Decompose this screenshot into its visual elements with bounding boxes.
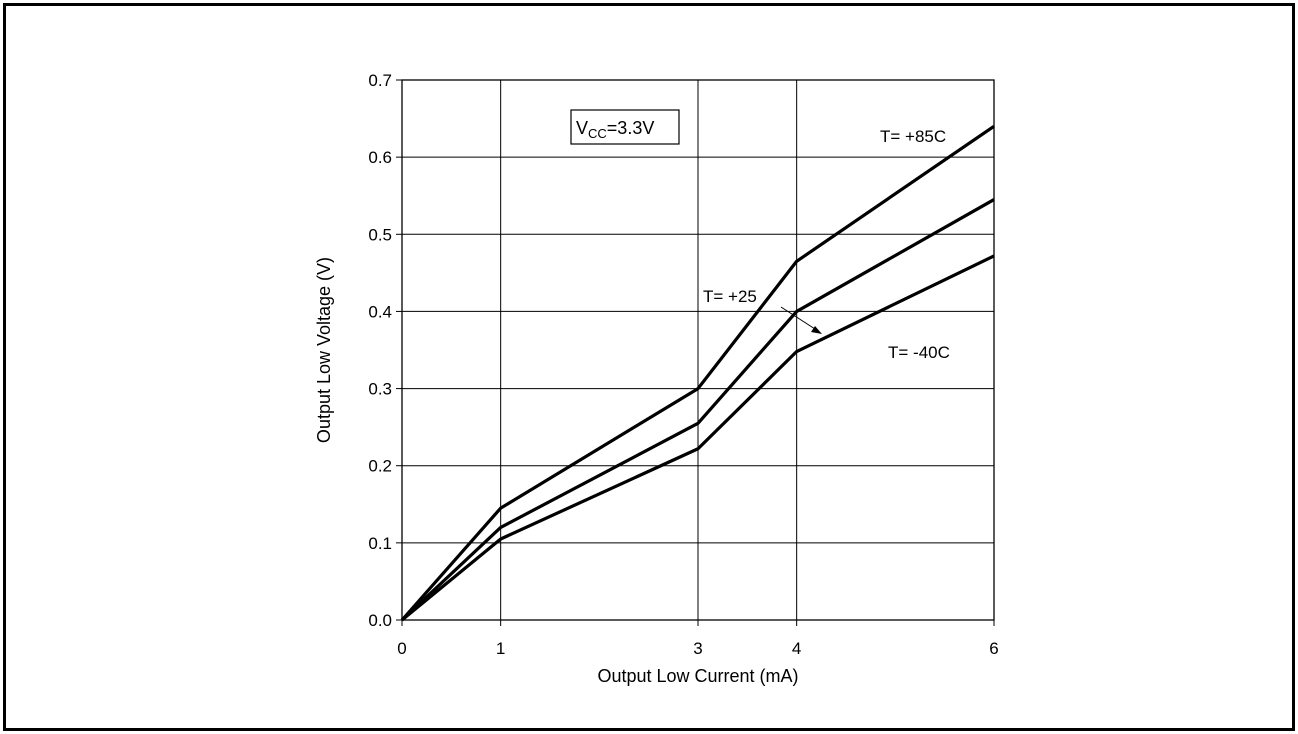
- condition-rest: =3.3V: [607, 118, 655, 138]
- series-lines: [400, 124, 995, 622]
- y-tick-label: 0.4: [368, 302, 392, 321]
- condition-label: VCC=3.3V: [576, 118, 654, 141]
- series-line-25: [400, 198, 995, 622]
- series-label-85c: T= +85C: [880, 127, 946, 146]
- y-tick-label: 0.1: [368, 534, 392, 553]
- x-tick-label: 1: [496, 639, 505, 658]
- leader-arrowhead-25: [811, 326, 822, 334]
- axes: 0.0 0.1 0.2 0.3 0.4 0.5 0.6 0.7 0 1 3 4 6: [368, 71, 998, 658]
- series-line-minus40c: [400, 254, 995, 622]
- y-tick-label: 0.6: [368, 148, 392, 167]
- y-tick-label: 0.0: [368, 611, 392, 630]
- x-axis-label: Output Low Current (mA): [597, 666, 798, 686]
- chart: 0.0 0.1 0.2 0.3 0.4 0.5 0.6 0.7 0 1 3 4 6 Output Low…: [314, 71, 999, 686]
- figure-frame: 0.0 0.1 0.2 0.3 0.4 0.5 0.6 0.7 0 1 3 4 6 Output Low…: [3, 3, 1295, 731]
- series-label-25: T= +25: [703, 287, 757, 306]
- y-tick-label: 0.7: [368, 71, 392, 90]
- y-tick-label: 0.5: [368, 225, 392, 244]
- y-tick-label: 0.2: [368, 457, 392, 476]
- x-tick-label: 4: [792, 639, 801, 658]
- condition-subscript: CC: [588, 126, 607, 141]
- x-tick-label: 3: [693, 639, 702, 658]
- x-tick-label: 0: [397, 639, 406, 658]
- condition-box-border: [570, 109, 680, 145]
- labels: Output Low Current (mA) Output Low Volta…: [314, 109, 950, 686]
- leader-line-25: [780, 306, 816, 330]
- y-tick-label: 0.3: [368, 380, 392, 399]
- condition-main: V: [576, 118, 588, 138]
- y-axis-label: Output Low Voltage (V): [314, 257, 334, 443]
- series-line-85c: [400, 124, 995, 622]
- x-tick-label: 6: [989, 639, 998, 658]
- series-label-minus40c: T= -40C: [888, 343, 950, 362]
- condition-box: VCC=3.3V: [570, 109, 680, 145]
